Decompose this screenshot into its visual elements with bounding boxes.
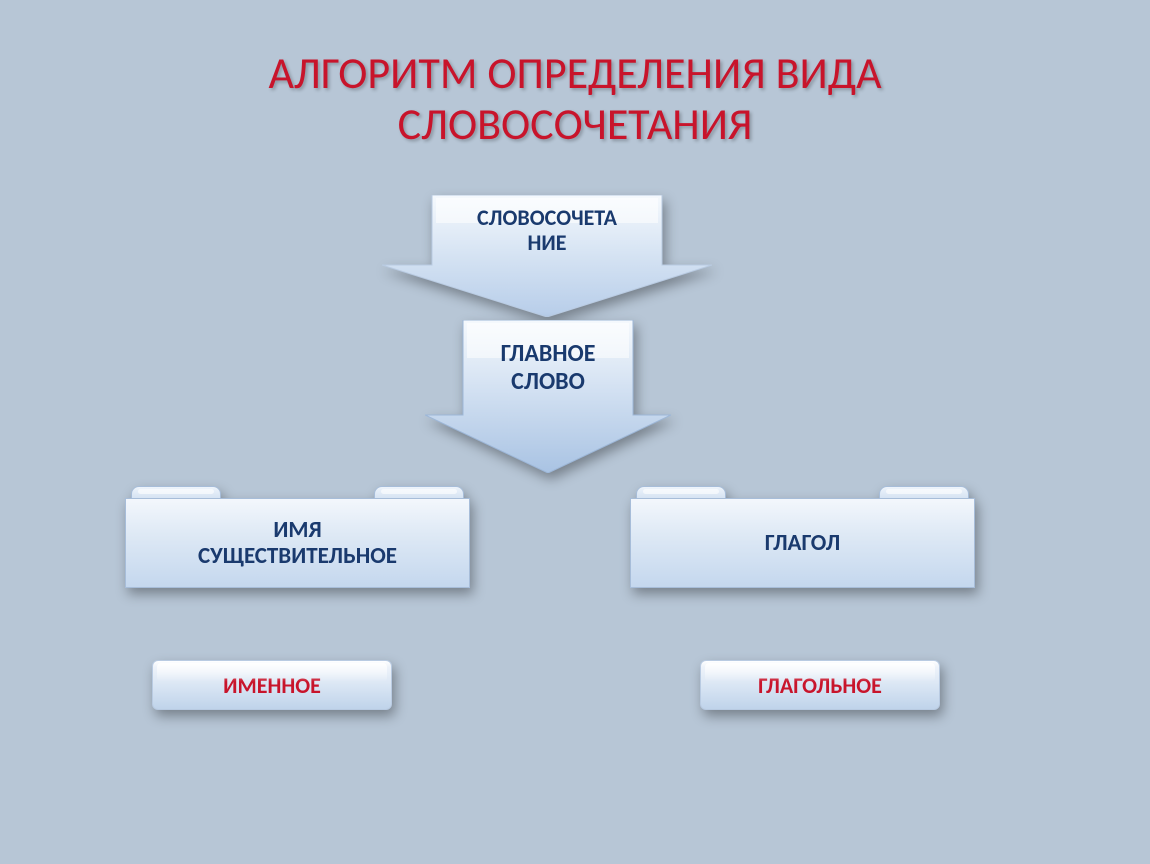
flow-arrow-1: СЛОВОСОЧЕТА НИЕ [382, 195, 712, 317]
arrow2-line1: ГЛАВНОЕ [501, 340, 596, 368]
diagram-title: АЛГОРИТМ ОПРЕДЕЛЕНИЯ ВИДА СЛОВОСОЧЕТАНИЯ [0, 48, 1150, 149]
arrow1-line2: НИЕ [528, 230, 567, 255]
arrow2-line2: СЛОВО [511, 368, 585, 396]
title-line2: СЛОВОСОЧЕТАНИЯ [398, 97, 753, 151]
result-nominal: ИМЕННОЕ [152, 660, 392, 710]
scroll-left-line2: СУЩЕСТВИТЕЛЬНОЕ [198, 543, 397, 569]
scroll-right-line1: ГЛАГОЛ [765, 530, 840, 556]
pill-left-text: ИМЕННОЕ [223, 672, 321, 699]
result-verbal: ГЛАГОЛЬНОЕ [700, 660, 940, 710]
pill-right-text: ГЛАГОЛЬНОЕ [758, 672, 882, 699]
branch-verb: ГЛАГОЛ [630, 498, 975, 588]
title-line1: АЛГОРИТМ ОПРЕДЕЛЕНИЯ ВИДА [268, 46, 881, 100]
scroll-left-line1: ИМЯ [198, 517, 397, 543]
branch-noun: ИМЯ СУЩЕСТВИТЕЛЬНОЕ [125, 498, 470, 588]
arrow1-line1: СЛОВОСОЧЕТА [477, 205, 617, 230]
flow-arrow-2: ГЛАВНОЕ СЛОВО [425, 320, 671, 473]
